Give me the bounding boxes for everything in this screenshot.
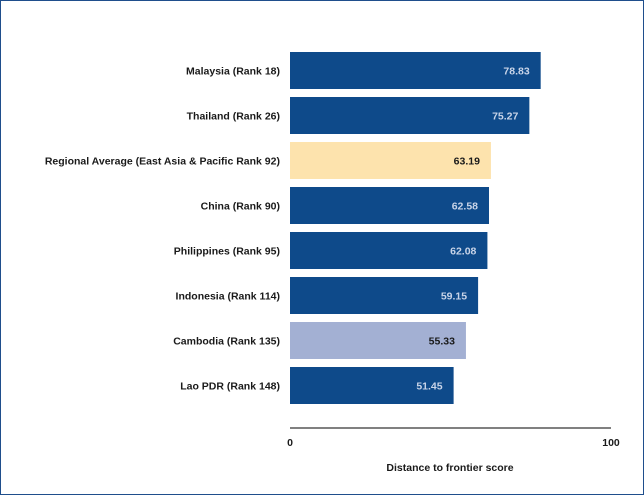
value-label-7: 51.45	[416, 381, 442, 393]
bar-1	[290, 97, 530, 134]
category-label-7: Lao PDR (Rank 148)	[180, 381, 280, 393]
bars-layer	[290, 52, 541, 404]
category-label-3: China (Rank 90)	[201, 201, 280, 213]
bar-0	[290, 52, 541, 89]
bar-3	[290, 187, 490, 224]
bar-5	[290, 277, 479, 314]
category-label-6: Cambodia (Rank 135)	[173, 336, 280, 348]
category-label-4: Philippines (Rank 95)	[174, 246, 280, 258]
value-label-2: 63.19	[454, 156, 480, 168]
labels-layer: Malaysia (Rank 18) 78.83 Thailand (Rank 26…	[45, 66, 530, 393]
bar-7	[290, 367, 454, 404]
value-label-3: 62.58	[452, 201, 478, 213]
bar-4	[290, 232, 488, 269]
value-label-6: 55.33	[429, 336, 455, 348]
x-tick-label-0: 0	[287, 437, 293, 449]
value-label-0: 78.83	[503, 66, 529, 78]
category-label-2: Regional Average (East Asia & Pacific Ra…	[45, 156, 280, 168]
category-label-1: Thailand (Rank 26)	[187, 111, 280, 123]
bar-2	[290, 142, 491, 179]
category-label-0: Malaysia (Rank 18)	[186, 66, 280, 78]
category-label-5: Indonesia (Rank 114)	[176, 291, 280, 303]
bar-6	[290, 322, 466, 359]
value-label-1: 75.27	[492, 111, 518, 123]
value-label-5: 59.15	[441, 291, 467, 303]
x-axis-title: Distance to frontier score	[386, 462, 513, 474]
x-tick-label-100: 100	[602, 437, 620, 449]
value-label-4: 62.08	[450, 246, 476, 258]
